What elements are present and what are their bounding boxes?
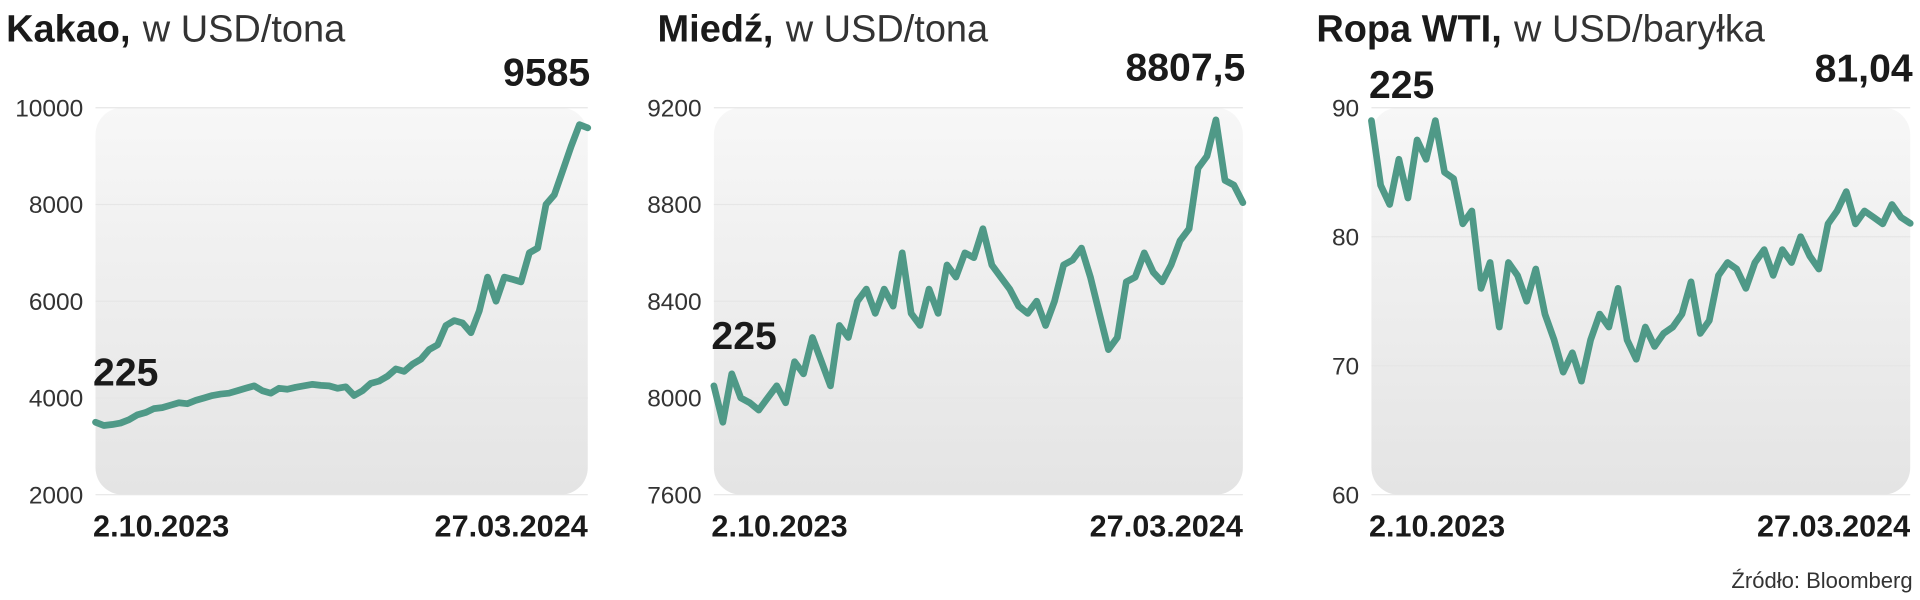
annotation: 8807,5 [1125,47,1245,90]
y-tick-label: 9200 [647,95,701,122]
chart-title: Miedź, [658,9,774,51]
x-tick-label: 2.10.2023 [1369,509,1505,543]
y-tick-label: 80 [1332,224,1359,251]
chart-title: Ropa WTI, [1316,9,1501,51]
y-tick-label: 60 [1332,482,1359,509]
y-tick-label: 8800 [647,192,701,219]
y-tick-label: 7600 [647,482,701,509]
chart-title: Kakao, [6,9,130,51]
y-tick-label: 8400 [647,289,701,316]
x-tick-label: 2.10.2023 [711,509,847,543]
x-tick-label: 27.03.2024 [435,509,588,543]
y-tick-label: 90 [1332,95,1359,122]
data-line [710,116,1247,426]
y-tick-label: 10000 [15,95,83,122]
annotation: 81,04 [1815,47,1913,90]
data-line [92,121,592,429]
x-tick-label: 2.10.2023 [93,509,229,543]
y-tick-label: 8000 [647,386,701,413]
y-tick-label: 2000 [29,482,83,509]
x-tick-label: 27.03.2024 [1757,509,1910,543]
x-tick-label: 27.03.2024 [1090,509,1243,543]
chart-subtitle: w USD/tona [142,9,346,51]
y-tick-label: 4000 [29,386,83,413]
data-line [1368,117,1914,385]
y-tick-label: 70 [1332,353,1359,380]
annotation: 225 [711,315,776,358]
y-tick-label: 8000 [29,192,83,219]
chart-subtitle: w USD/baryłka [1513,9,1766,51]
annotation: 9585 [503,52,590,95]
y-tick-label: 6000 [29,289,83,316]
source: Źródło: Bloomberg [1731,568,1912,593]
chart-subtitle: w USD/tona [785,9,989,51]
annotation: 225 [93,351,158,394]
plot-background [1371,107,1911,495]
annotation: 225 [1369,64,1434,107]
